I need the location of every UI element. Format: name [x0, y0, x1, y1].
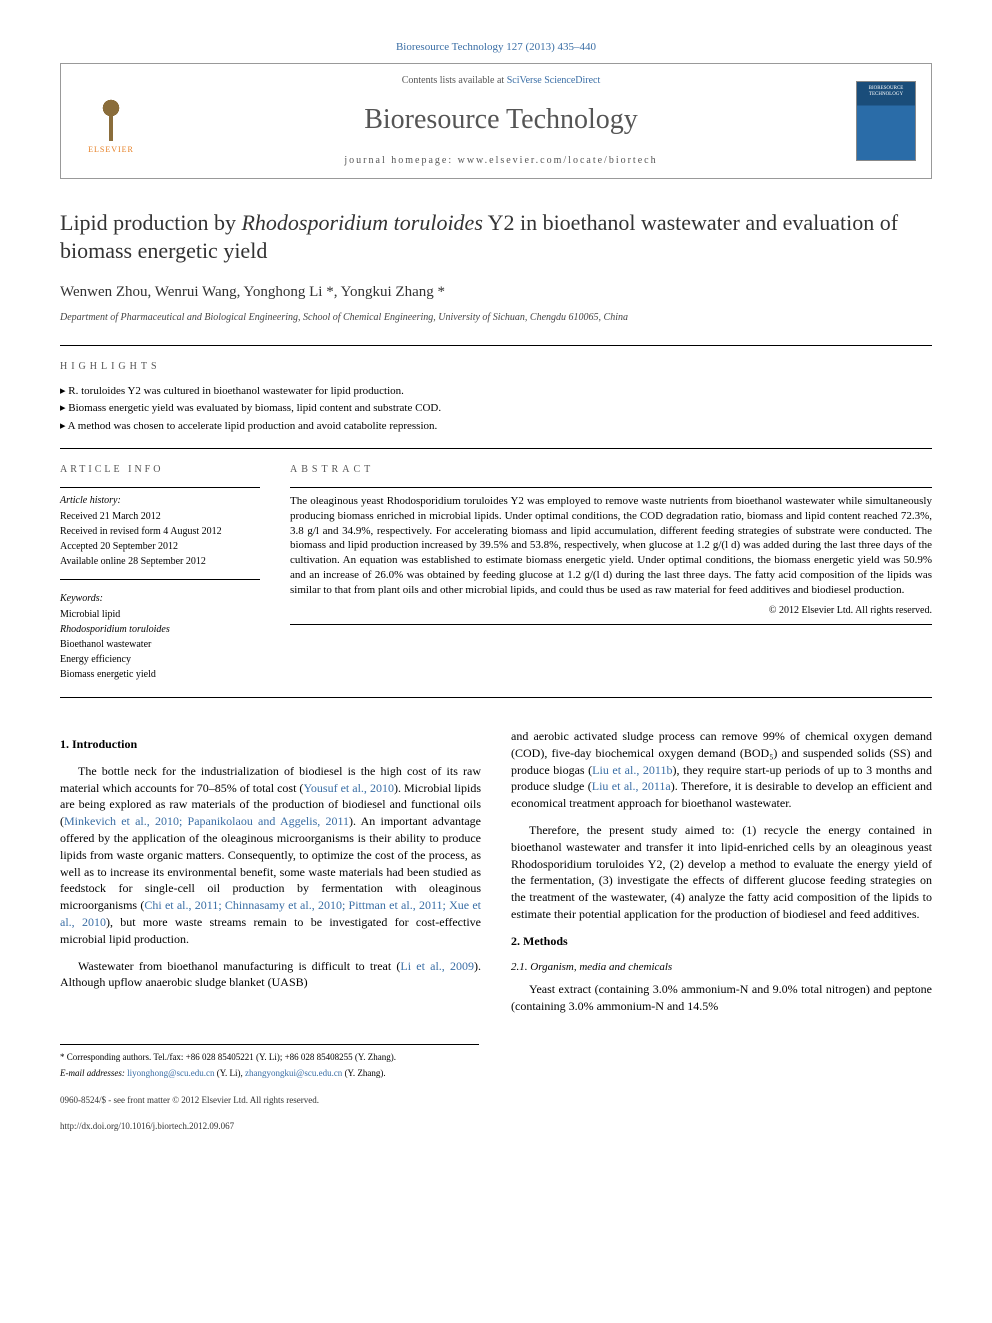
citation-link[interactable]: Liu et al., 2011a	[592, 779, 671, 793]
issn-line: 0960-8524/$ - see front matter © 2012 El…	[60, 1094, 932, 1107]
history-label: Article history:	[60, 494, 260, 508]
abstract-label: ABSTRACT	[290, 463, 932, 477]
rule-divider	[60, 487, 260, 488]
keyword-item: Bioethanol wastewater	[60, 638, 260, 652]
history-item: Received 21 March 2012	[60, 510, 260, 524]
keyword-item: Microbial lipid	[60, 608, 260, 622]
publisher-name: ELSEVIER	[88, 144, 134, 155]
journal-name: Bioresource Technology	[146, 100, 856, 139]
doi-line[interactable]: http://dx.doi.org/10.1016/j.biortech.201…	[60, 1120, 932, 1133]
body-columns: 1. Introduction The bottle neck for the …	[60, 728, 932, 1025]
body-paragraph: and aerobic activated sludge process can…	[511, 728, 932, 812]
publisher-logo: ELSEVIER	[76, 81, 146, 161]
section-heading: 2. Methods	[511, 933, 932, 950]
email-addresses: E-mail addresses: liyonghong@scu.edu.cn …	[60, 1067, 479, 1080]
citation-link[interactable]: Liu et al., 2011b	[592, 763, 672, 777]
rule-divider	[60, 448, 932, 449]
author-list: Wenwen Zhou, Wenrui Wang, Yonghong Li *,…	[60, 282, 932, 303]
citation-header: Bioresource Technology 127 (2013) 435–44…	[60, 40, 932, 55]
history-item: Available online 28 September 2012	[60, 555, 260, 569]
rule-divider	[290, 624, 932, 625]
corresponding-author-note: * Corresponding authors. Tel./fax: +86 0…	[60, 1051, 479, 1064]
keyword-item: Biomass energetic yield	[60, 668, 260, 682]
contents-available-line: Contents lists available at SciVerse Sci…	[146, 74, 856, 88]
highlight-item: A method was chosen to accelerate lipid …	[60, 419, 932, 434]
history-item: Accepted 20 September 2012	[60, 540, 260, 554]
body-paragraph: The bottle neck for the industrializatio…	[60, 763, 481, 948]
abstract-copyright: © 2012 Elsevier Ltd. All rights reserved…	[290, 604, 932, 618]
abstract-block: ABSTRACT The oleaginous yeast Rhodospori…	[290, 463, 932, 683]
highlights-list: R. toruloides Y2 was cultured in bioetha…	[60, 384, 932, 434]
title-species: Rhodosporidium toruloides	[241, 210, 482, 235]
article-info-label: ARTICLE INFO	[60, 463, 260, 477]
footnotes-block: * Corresponding authors. Tel./fax: +86 0…	[60, 1044, 479, 1079]
body-paragraph: Therefore, the present study aimed to: (…	[511, 822, 932, 923]
affiliation: Department of Pharmaceutical and Biologi…	[60, 311, 932, 325]
history-item: Received in revised form 4 August 2012	[60, 525, 260, 539]
section-heading: 1. Introduction	[60, 736, 481, 753]
keyword-item: Energy efficiency	[60, 653, 260, 667]
left-column: 1. Introduction The bottle neck for the …	[60, 728, 481, 1025]
rule-divider	[290, 487, 932, 488]
subsection-heading: 2.1. Organism, media and chemicals	[511, 960, 932, 975]
elsevier-tree-icon	[86, 86, 136, 141]
right-column: and aerobic activated sludge process can…	[511, 728, 932, 1025]
highlight-item: Biomass energetic yield was evaluated by…	[60, 401, 932, 416]
journal-homepage-line: journal homepage: www.elsevier.com/locat…	[146, 154, 856, 168]
rule-divider	[60, 697, 932, 698]
keyword-item: Rhodosporidium toruloides	[60, 623, 260, 637]
title-pre: Lipid production by	[60, 210, 241, 235]
rule-divider	[60, 579, 260, 580]
body-paragraph: Yeast extract (containing 3.0% ammonium-…	[511, 981, 932, 1015]
rule-divider	[60, 345, 932, 346]
article-title: Lipid production by Rhodosporidium torul…	[60, 209, 932, 266]
homepage-prefix: journal homepage:	[344, 155, 457, 166]
highlights-label: HIGHLIGHTS	[60, 360, 932, 374]
keywords-label: Keywords:	[60, 592, 260, 606]
citation-link[interactable]: Yousuf et al., 2010	[303, 781, 394, 795]
body-paragraph: Wastewater from bioethanol manufacturing…	[60, 958, 481, 992]
email-link[interactable]: zhangyongkui@scu.edu.cn	[245, 1068, 342, 1078]
citation-link[interactable]: Minkevich et al., 2010; Papanikolaou and…	[64, 814, 349, 828]
citation-link[interactable]: Li et al., 2009	[400, 959, 474, 973]
journal-cover-thumbnail	[856, 81, 916, 161]
homepage-url[interactable]: www.elsevier.com/locate/biortech	[458, 155, 658, 166]
article-info-block: ARTICLE INFO Article history: Received 2…	[60, 463, 260, 683]
sciencedirect-link[interactable]: SciVerse ScienceDirect	[507, 75, 601, 86]
email-link[interactable]: liyonghong@scu.edu.cn	[127, 1068, 214, 1078]
abstract-text: The oleaginous yeast Rhodosporidium toru…	[290, 494, 932, 598]
contents-prefix: Contents lists available at	[402, 75, 507, 86]
highlight-item: R. toruloides Y2 was cultured in bioetha…	[60, 384, 932, 399]
journal-masthead: ELSEVIER Contents lists available at Sci…	[60, 63, 932, 178]
